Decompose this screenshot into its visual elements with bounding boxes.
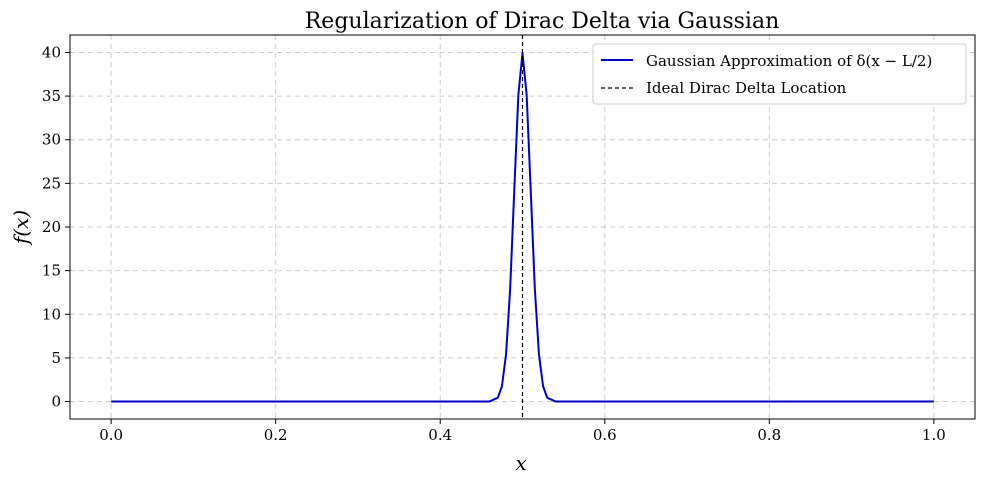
x-axis-label-text: x [515, 451, 526, 475]
y-axis-ticks: 0 5 10 15 20 25 30 35 40 [42, 43, 70, 411]
chart-title: Regularization of Dirac Delta via Gaussi… [305, 9, 780, 34]
y-tick-label: 35 [42, 87, 61, 105]
x-tick-label: 0.8 [757, 426, 781, 444]
x-tick-label: 0.2 [264, 426, 288, 444]
y-tick-label: 30 [42, 131, 61, 149]
legend-label-dirac: Ideal Dirac Delta Location [646, 79, 847, 97]
x-axis-ticks: 0.0 0.2 0.4 0.6 0.8 1.0 [99, 419, 946, 444]
series-line-gaussian [111, 52, 934, 403]
y-tick-label: 40 [42, 43, 61, 61]
legend-label-gaussian: Gaussian Approximation of δ(x − L/2) [646, 52, 932, 70]
y-tick-label: 25 [42, 174, 61, 192]
x-axis-label: x [515, 451, 526, 475]
legend-box [592, 43, 967, 105]
y-axis-label-text: f(x) [9, 210, 33, 246]
legend: Gaussian Approximation of δ(x − L/2) Ide… [592, 43, 967, 105]
y-tick-label: 15 [42, 262, 61, 280]
x-tick-label: 0.0 [99, 426, 123, 444]
x-tick-label: 0.6 [593, 426, 617, 444]
y-tick-label: 20 [42, 218, 61, 236]
y-tick-label: 10 [42, 305, 61, 323]
plot-series [111, 35, 934, 419]
x-tick-label: 0.4 [428, 426, 452, 444]
x-tick-label: 1.0 [922, 426, 946, 444]
y-tick-label: 0 [51, 393, 61, 411]
y-tick-label: 5 [51, 349, 61, 367]
y-axis-label: f(x) [9, 210, 33, 246]
